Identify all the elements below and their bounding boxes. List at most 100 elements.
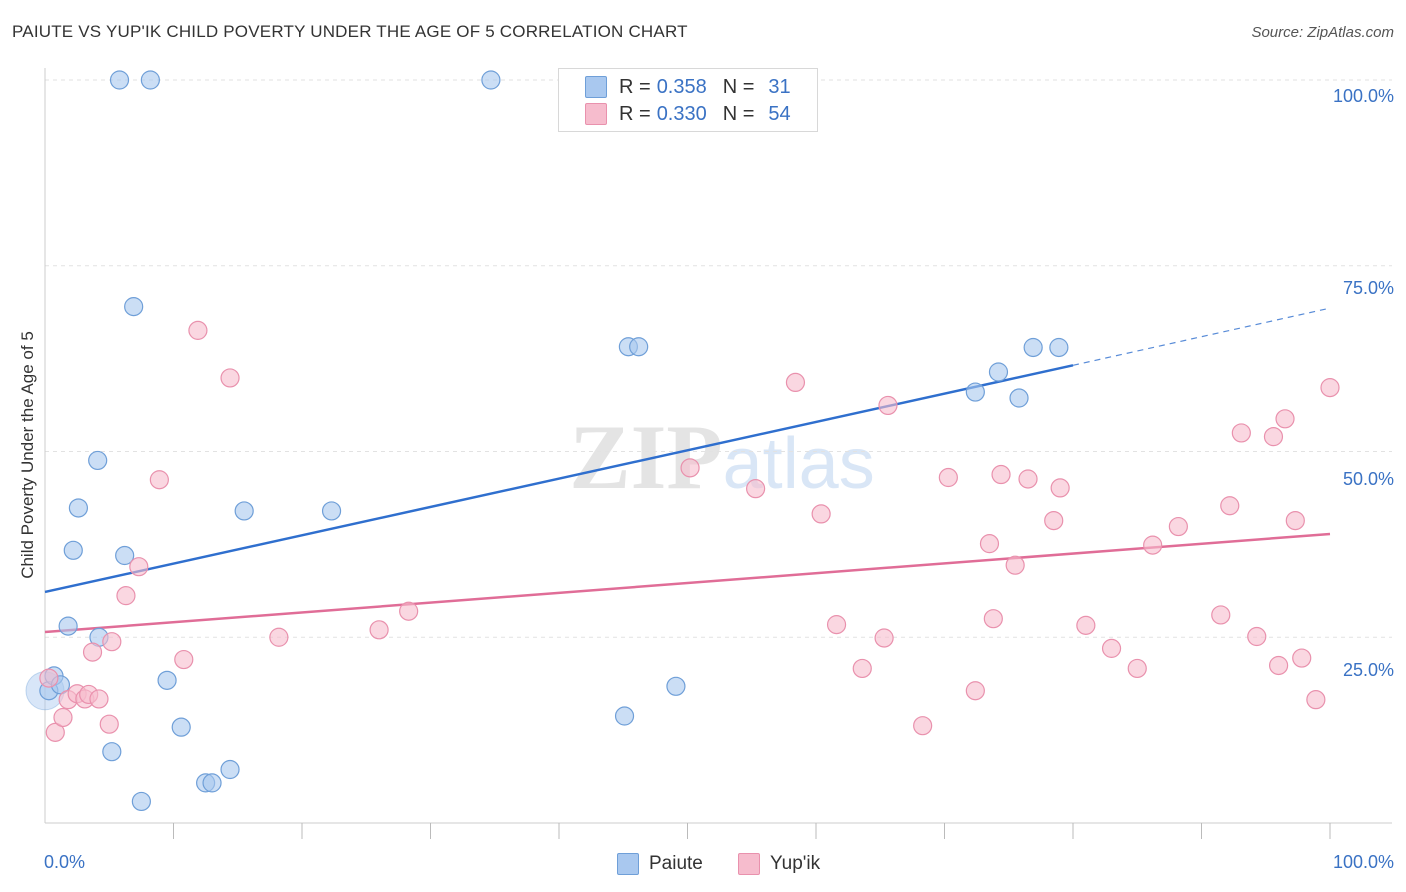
point-yupik-11 (116, 586, 136, 606)
point-paiute-11 (124, 297, 144, 317)
legend-n-label: N = (722, 102, 755, 125)
y-axis-label: Child Poverty Under the Age of 5 (18, 331, 37, 579)
trend-line-paiute-extension (1072, 307, 1331, 366)
point-yupik-10 (102, 632, 122, 652)
point-yupik-13 (149, 470, 169, 490)
point-yupik-42 (1168, 516, 1188, 537)
point-paiute-18 (220, 759, 240, 780)
legend-r-value: 0.330 (656, 102, 707, 125)
point-yupik-29 (938, 467, 958, 488)
point-yupik-1 (45, 722, 65, 742)
y-tick-label-25: 25.0% (1342, 660, 1394, 680)
bottom-legend-swatch-yupik (738, 853, 760, 875)
point-paiute-27 (988, 362, 1009, 382)
legend-swatch-paiute (585, 76, 607, 98)
point-paiute-15 (171, 717, 191, 737)
point-yupik-22 (785, 372, 806, 393)
point-paiute-28 (1009, 388, 1029, 408)
point-paiute-14 (157, 670, 177, 690)
point-yupik-16 (220, 368, 240, 388)
point-yupik-0 (39, 668, 59, 688)
grid-lines (45, 79, 1392, 638)
point-paiute-22 (614, 706, 635, 726)
x-tick-label-100: 100.0% (1332, 852, 1394, 872)
point-paiute-20 (321, 501, 342, 521)
point-paiute-9 (109, 70, 130, 90)
point-yupik-21 (746, 479, 766, 499)
point-yupik-24 (826, 615, 847, 635)
point-yupik-30 (965, 681, 985, 701)
bottom-legend-label-paiute: Paiute (649, 853, 703, 874)
point-paiute-25 (666, 676, 686, 696)
point-yupik-46 (1247, 626, 1267, 647)
point-paiute-24 (629, 337, 649, 357)
point-paiute-30 (1049, 337, 1069, 358)
point-yupik-28 (913, 716, 933, 736)
point-yupik-26 (874, 628, 894, 648)
point-yupik-19 (399, 601, 419, 621)
point-yupik-47 (1263, 427, 1284, 447)
trend-line-paiute (44, 364, 1074, 594)
chart-title: PAIUTE VS YUP'IK CHILD POVERTY UNDER THE… (12, 22, 688, 41)
point-yupik-18 (369, 620, 389, 640)
point-yupik-45 (1231, 423, 1251, 443)
point-paiute-8 (102, 742, 122, 762)
y-tick-label-100: 100.0% (1332, 86, 1394, 106)
point-yupik-36 (1044, 510, 1064, 531)
point-yupik-20 (680, 458, 700, 478)
point-yupik-33 (991, 464, 1011, 485)
watermark: ZIPatlas (569, 406, 874, 508)
point-paiute-5 (68, 498, 89, 518)
point-yupik-35 (1018, 469, 1038, 489)
point-yupik-8 (89, 689, 109, 709)
legend-n-value: 54 (768, 102, 791, 125)
point-yupik-12 (129, 557, 149, 577)
point-yupik-53 (1320, 378, 1340, 398)
point-yupik-51 (1292, 648, 1312, 668)
x-tick-label-0: 0.0% (44, 852, 86, 872)
point-paiute-10 (115, 545, 135, 566)
point-yupik-39 (1101, 638, 1122, 658)
point-yupik-25 (852, 658, 872, 679)
point-paiute-17 (202, 773, 222, 793)
point-yupik-17 (269, 627, 289, 647)
legend-r-value: 0.358 (656, 75, 707, 98)
legend-swatch-yupik (585, 103, 607, 125)
point-yupik-43 (1211, 605, 1231, 625)
point-yupik-32 (983, 609, 1003, 629)
point-yupik-49 (1275, 409, 1295, 429)
point-yupik-31 (979, 534, 1000, 554)
point-yupik-41 (1143, 535, 1163, 555)
point-yupik-34 (1005, 555, 1025, 575)
legend: R = 0.358 N = 31 R = 0.330 N = 54 (558, 68, 818, 132)
point-yupik-40 (1127, 658, 1147, 679)
legend-n-value: 31 (768, 75, 791, 98)
point-yupik-2 (53, 707, 73, 728)
point-yupik-9 (99, 714, 119, 734)
legend-row-paiute: R = 0.358 N = 31 (585, 75, 791, 99)
point-paiute-3 (58, 616, 78, 636)
bottom-legend-swatch-paiute (617, 853, 639, 875)
y-tick-label-75: 75.0% (1342, 278, 1394, 298)
data-points (25, 70, 1340, 812)
point-paiute-4 (63, 540, 83, 560)
point-yupik-23 (811, 504, 831, 524)
point-paiute-12 (131, 791, 151, 812)
point-paiute-19 (234, 501, 254, 521)
point-yupik-37 (1050, 478, 1070, 498)
bottom-legend-paiute: Paiute (617, 851, 703, 877)
point-yupik-50 (1285, 510, 1305, 531)
legend-r-label: R = (619, 75, 651, 98)
point-paiute-29 (1023, 337, 1043, 358)
point-yupik-48 (1268, 655, 1289, 676)
point-paiute-6 (88, 450, 108, 471)
point-paiute-13 (140, 70, 160, 90)
point-yupik-15 (188, 320, 208, 340)
point-yupik-27 (878, 395, 898, 416)
point-yupik-7 (82, 642, 103, 662)
point-yupik-14 (174, 649, 194, 670)
legend-n-label: N = (722, 75, 755, 98)
y-tick-label-50: 50.0% (1342, 469, 1394, 489)
point-paiute-26 (965, 382, 985, 402)
